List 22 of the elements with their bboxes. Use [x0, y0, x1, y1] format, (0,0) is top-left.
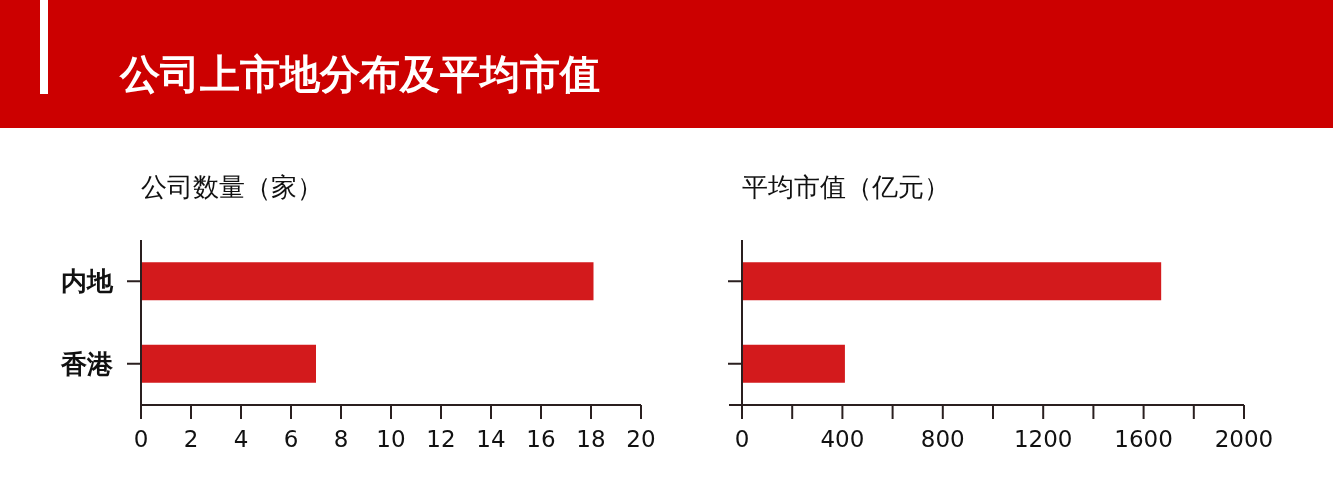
y-tick-label: 香港	[60, 348, 114, 379]
x-tick-label: 800	[920, 426, 965, 452]
x-tick-label: 400	[820, 426, 865, 452]
x-axis-title: 公司数量（家）	[141, 172, 323, 202]
x-tick-label: 0	[133, 426, 149, 452]
x-tick-label: 16	[526, 426, 556, 452]
x-tick-label: 6	[283, 426, 299, 452]
x-tick-label: 0	[734, 426, 750, 452]
chart-title: 公司上市地分布及平均市值	[119, 51, 600, 97]
x-tick-label: 8	[333, 426, 349, 452]
y-tick-label: 内地	[61, 266, 114, 297]
x-tick-label: 14	[476, 426, 506, 452]
x-tick-label: 18	[576, 426, 606, 452]
x-tick-label: 12	[426, 426, 456, 452]
x-tick-label: 10	[376, 426, 406, 452]
x-tick-label: 1600	[1114, 426, 1173, 452]
x-tick-label: 2	[183, 426, 199, 452]
x-tick-label: 4	[233, 426, 249, 452]
x-tick-label: 2000	[1214, 426, 1274, 452]
x-axis-title: 平均市值（亿元）	[742, 172, 950, 202]
x-tick-label: 20	[626, 426, 656, 452]
x-tick-label: 1200	[1013, 426, 1073, 452]
